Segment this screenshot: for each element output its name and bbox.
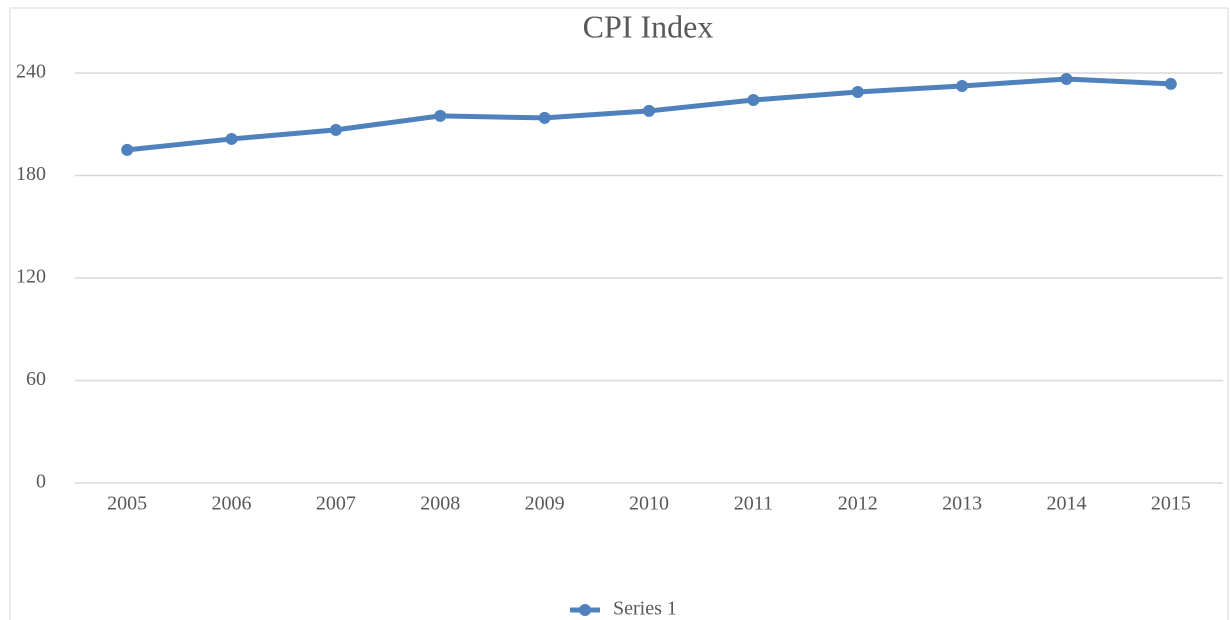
x-tick-label: 2007 (316, 493, 356, 515)
x-tick-label: 2008 (420, 493, 460, 515)
data-point (643, 104, 655, 117)
x-tick-label: 2010 (629, 493, 669, 515)
y-tick-label: 240 (16, 61, 46, 83)
data-point (747, 93, 760, 106)
data-point (434, 109, 447, 122)
x-tick-label: 2006 (212, 493, 252, 515)
x-tick-label: 2005 (107, 493, 147, 515)
x-tick-label: 2013 (942, 493, 982, 515)
chart-frame (9, 7, 1229, 620)
data-point (851, 85, 864, 98)
y-tick-label: 0 (36, 471, 46, 493)
chart-title: CPI Index (583, 8, 714, 44)
x-tick-label: 2015 (1151, 493, 1191, 515)
y-tick-label: 120 (16, 266, 46, 288)
legend-label: Series 1 (613, 598, 677, 620)
data-point (121, 143, 134, 156)
x-tick-label: 2011 (734, 493, 773, 515)
data-point (1164, 77, 1177, 90)
data-point (538, 111, 551, 124)
x-tick-label: 2014 (1046, 493, 1086, 515)
data-point (225, 132, 238, 145)
data-point (956, 79, 969, 92)
y-tick-label: 180 (16, 163, 46, 185)
x-tick-label: 2012 (838, 493, 878, 515)
y-tick-label: 60 (26, 368, 46, 390)
data-point (329, 123, 342, 136)
data-point (1060, 72, 1073, 85)
x-tick-label: 2009 (525, 493, 565, 515)
legend-marker (579, 604, 591, 616)
